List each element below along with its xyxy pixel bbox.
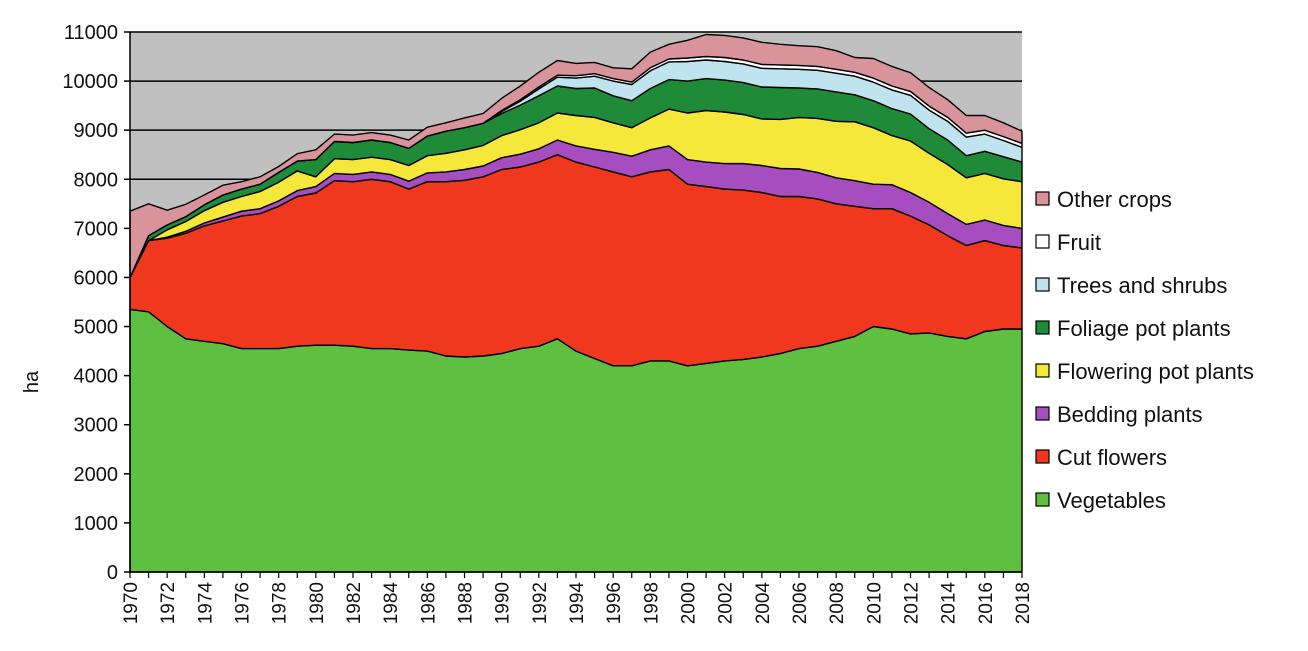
x-tick-label: 2018: [1013, 582, 1034, 624]
legend-label-vegetables: Vegetables: [1057, 488, 1166, 513]
x-tick-label: 2010: [864, 582, 885, 624]
x-tick-label: 2008: [827, 582, 848, 624]
x-tick-label: 1976: [233, 582, 254, 624]
y-tick-label: 2000: [74, 464, 119, 486]
x-tick-label: 1994: [567, 582, 588, 625]
y-tick-label: 9000: [74, 120, 119, 142]
x-tick-label: 1980: [307, 582, 328, 624]
legend-swatch-vegetables: [1035, 492, 1050, 507]
legend-swatch-fruit: [1035, 234, 1050, 249]
x-tick-label: 2014: [939, 582, 960, 625]
y-tick-label: 10000: [62, 71, 118, 93]
y-tick-label: 5000: [74, 317, 119, 339]
x-tick-label: 2012: [902, 582, 923, 624]
data-areas: [129, 33, 1023, 573]
legend-label-fruit: Fruit: [1057, 230, 1101, 255]
x-tick-label: 1990: [493, 582, 514, 624]
legend-label-flowering-pot-plants: Flowering pot plants: [1057, 359, 1254, 384]
legend-swatch-bedding-plants: [1035, 406, 1050, 421]
legend-swatch-flowering-pot-plants: [1035, 363, 1050, 378]
legend-label-trees-and-shrubs: Trees and shrubs: [1057, 273, 1227, 298]
y-tick-label: 7000: [74, 218, 119, 240]
x-tick-label: 1970: [121, 582, 142, 624]
x-tick-label: 2002: [716, 582, 737, 624]
x-tick-label: 2000: [679, 582, 700, 624]
x-tick-label: 2016: [976, 582, 997, 624]
x-tick-label: 1992: [530, 582, 551, 624]
y-axis-ticks: 0 1000 2000 3000 4000 5000 6000 7000 8000 9000 100…: [62, 22, 130, 584]
y-tick-label: 0: [107, 562, 118, 584]
legend-swatch-trees-and-shrubs: [1035, 277, 1050, 292]
legend-label-other-crops: Other crops: [1057, 187, 1172, 212]
legend-label-cut-flowers: Cut flowers: [1057, 445, 1167, 470]
x-tick-label: 1984: [381, 582, 402, 625]
legend-swatch-foliage-pot-plants: [1035, 320, 1050, 335]
x-tick-label: 1998: [641, 582, 662, 624]
x-tick-label: 1996: [604, 582, 625, 624]
legend-swatch-other-crops: [1035, 191, 1050, 206]
legend: Other crops Fruit Trees and shrubs Foliage …: [1035, 187, 1254, 513]
x-tick-label: 1988: [456, 582, 477, 624]
y-tick-label: 4000: [74, 366, 119, 388]
x-axis-ticks: 1970 1972 1974 1976 1978 1980 1982 1984 1986 1988…: [121, 572, 1034, 624]
x-tick-label: 1972: [158, 582, 179, 624]
legend-swatch-cut-flowers: [1035, 449, 1050, 464]
y-axis-title: ha: [21, 370, 43, 393]
x-tick-label: 1978: [270, 582, 291, 624]
legend-label-foliage-pot-plants: Foliage pot plants: [1057, 316, 1231, 341]
x-tick-label: 1986: [418, 582, 439, 624]
y-tick-label: 1000: [74, 513, 119, 535]
x-tick-label: 2006: [790, 582, 811, 624]
y-tick-label: 6000: [74, 267, 119, 289]
y-tick-label: 8000: [74, 169, 119, 191]
x-tick-label: 1982: [344, 582, 365, 624]
y-tick-label: 3000: [74, 415, 119, 437]
area-other-crops: [129, 33, 1023, 279]
y-tick-label: 11000: [64, 22, 118, 44]
x-tick-label: 1974: [195, 582, 216, 625]
legend-label-bedding-plants: Bedding plants: [1057, 402, 1203, 427]
x-tick-label: 2004: [753, 582, 774, 625]
